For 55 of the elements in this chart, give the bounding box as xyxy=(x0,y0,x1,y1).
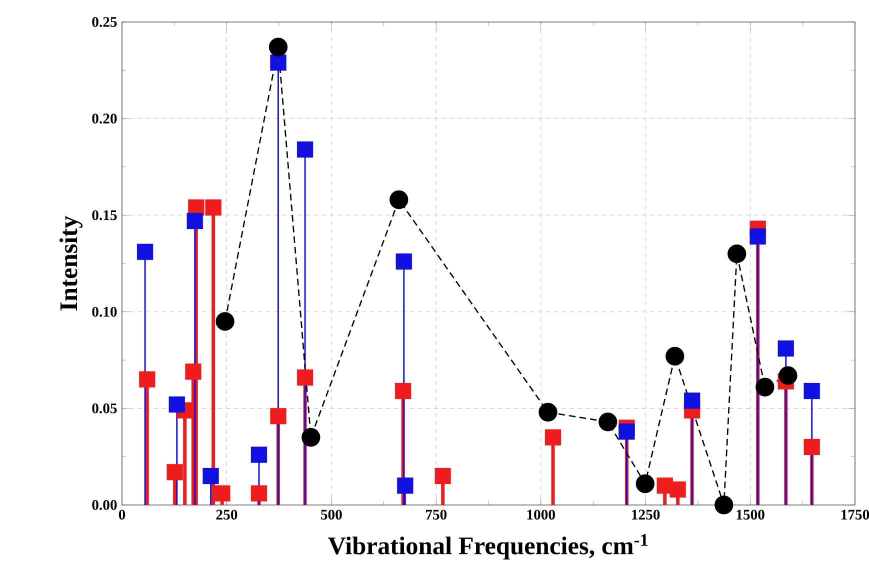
x-tick-label: 750 xyxy=(426,510,447,520)
point xyxy=(205,199,222,216)
point xyxy=(670,481,686,498)
point xyxy=(396,253,412,270)
point xyxy=(598,412,618,432)
point xyxy=(778,366,798,385)
point xyxy=(728,244,746,264)
point xyxy=(270,54,286,71)
point xyxy=(756,378,774,396)
point xyxy=(538,402,558,422)
point xyxy=(216,312,234,331)
point xyxy=(250,485,268,502)
point xyxy=(250,446,268,463)
y-tick-label: 0.10 xyxy=(92,306,117,317)
y-tick-label: 0.15 xyxy=(92,210,117,220)
x-axis-title: Vibrational Frequencies, cm$^{-1}$ xyxy=(328,534,648,560)
point xyxy=(804,438,820,456)
y-tick-label: 0.05 xyxy=(92,403,117,414)
point xyxy=(139,371,156,388)
point xyxy=(804,382,820,400)
point xyxy=(390,190,408,210)
x-tick-label: 250 xyxy=(216,510,238,520)
point xyxy=(394,382,412,400)
point xyxy=(214,485,230,502)
point xyxy=(714,496,734,514)
x-tick-label: 500 xyxy=(321,510,342,520)
y-tick-label: 0.20 xyxy=(92,114,117,124)
point xyxy=(185,364,202,380)
point xyxy=(666,346,684,366)
point xyxy=(544,429,562,446)
y-tick-label: 0.00 xyxy=(92,500,117,510)
point xyxy=(166,464,183,480)
point xyxy=(168,396,185,413)
x-tick-label: 0 xyxy=(118,510,126,520)
point xyxy=(636,474,654,494)
x-tick-label: 1250 xyxy=(632,510,660,520)
point xyxy=(684,392,700,409)
y-tick-label: 0.25 xyxy=(92,17,117,27)
point xyxy=(397,478,414,494)
x-tick-label: 1500 xyxy=(736,510,764,520)
point xyxy=(186,212,203,230)
y-axis-title: Intensity xyxy=(59,216,82,310)
point xyxy=(778,340,794,357)
point xyxy=(618,423,635,440)
x-tick-label: 1750 xyxy=(841,510,869,520)
point xyxy=(202,468,219,484)
point xyxy=(270,408,286,424)
point xyxy=(434,468,451,484)
point xyxy=(296,141,314,158)
x-tick-label: 1000 xyxy=(527,510,555,520)
point xyxy=(136,244,154,260)
point xyxy=(302,428,320,447)
point xyxy=(296,369,314,386)
point xyxy=(750,228,766,245)
point xyxy=(268,38,288,56)
